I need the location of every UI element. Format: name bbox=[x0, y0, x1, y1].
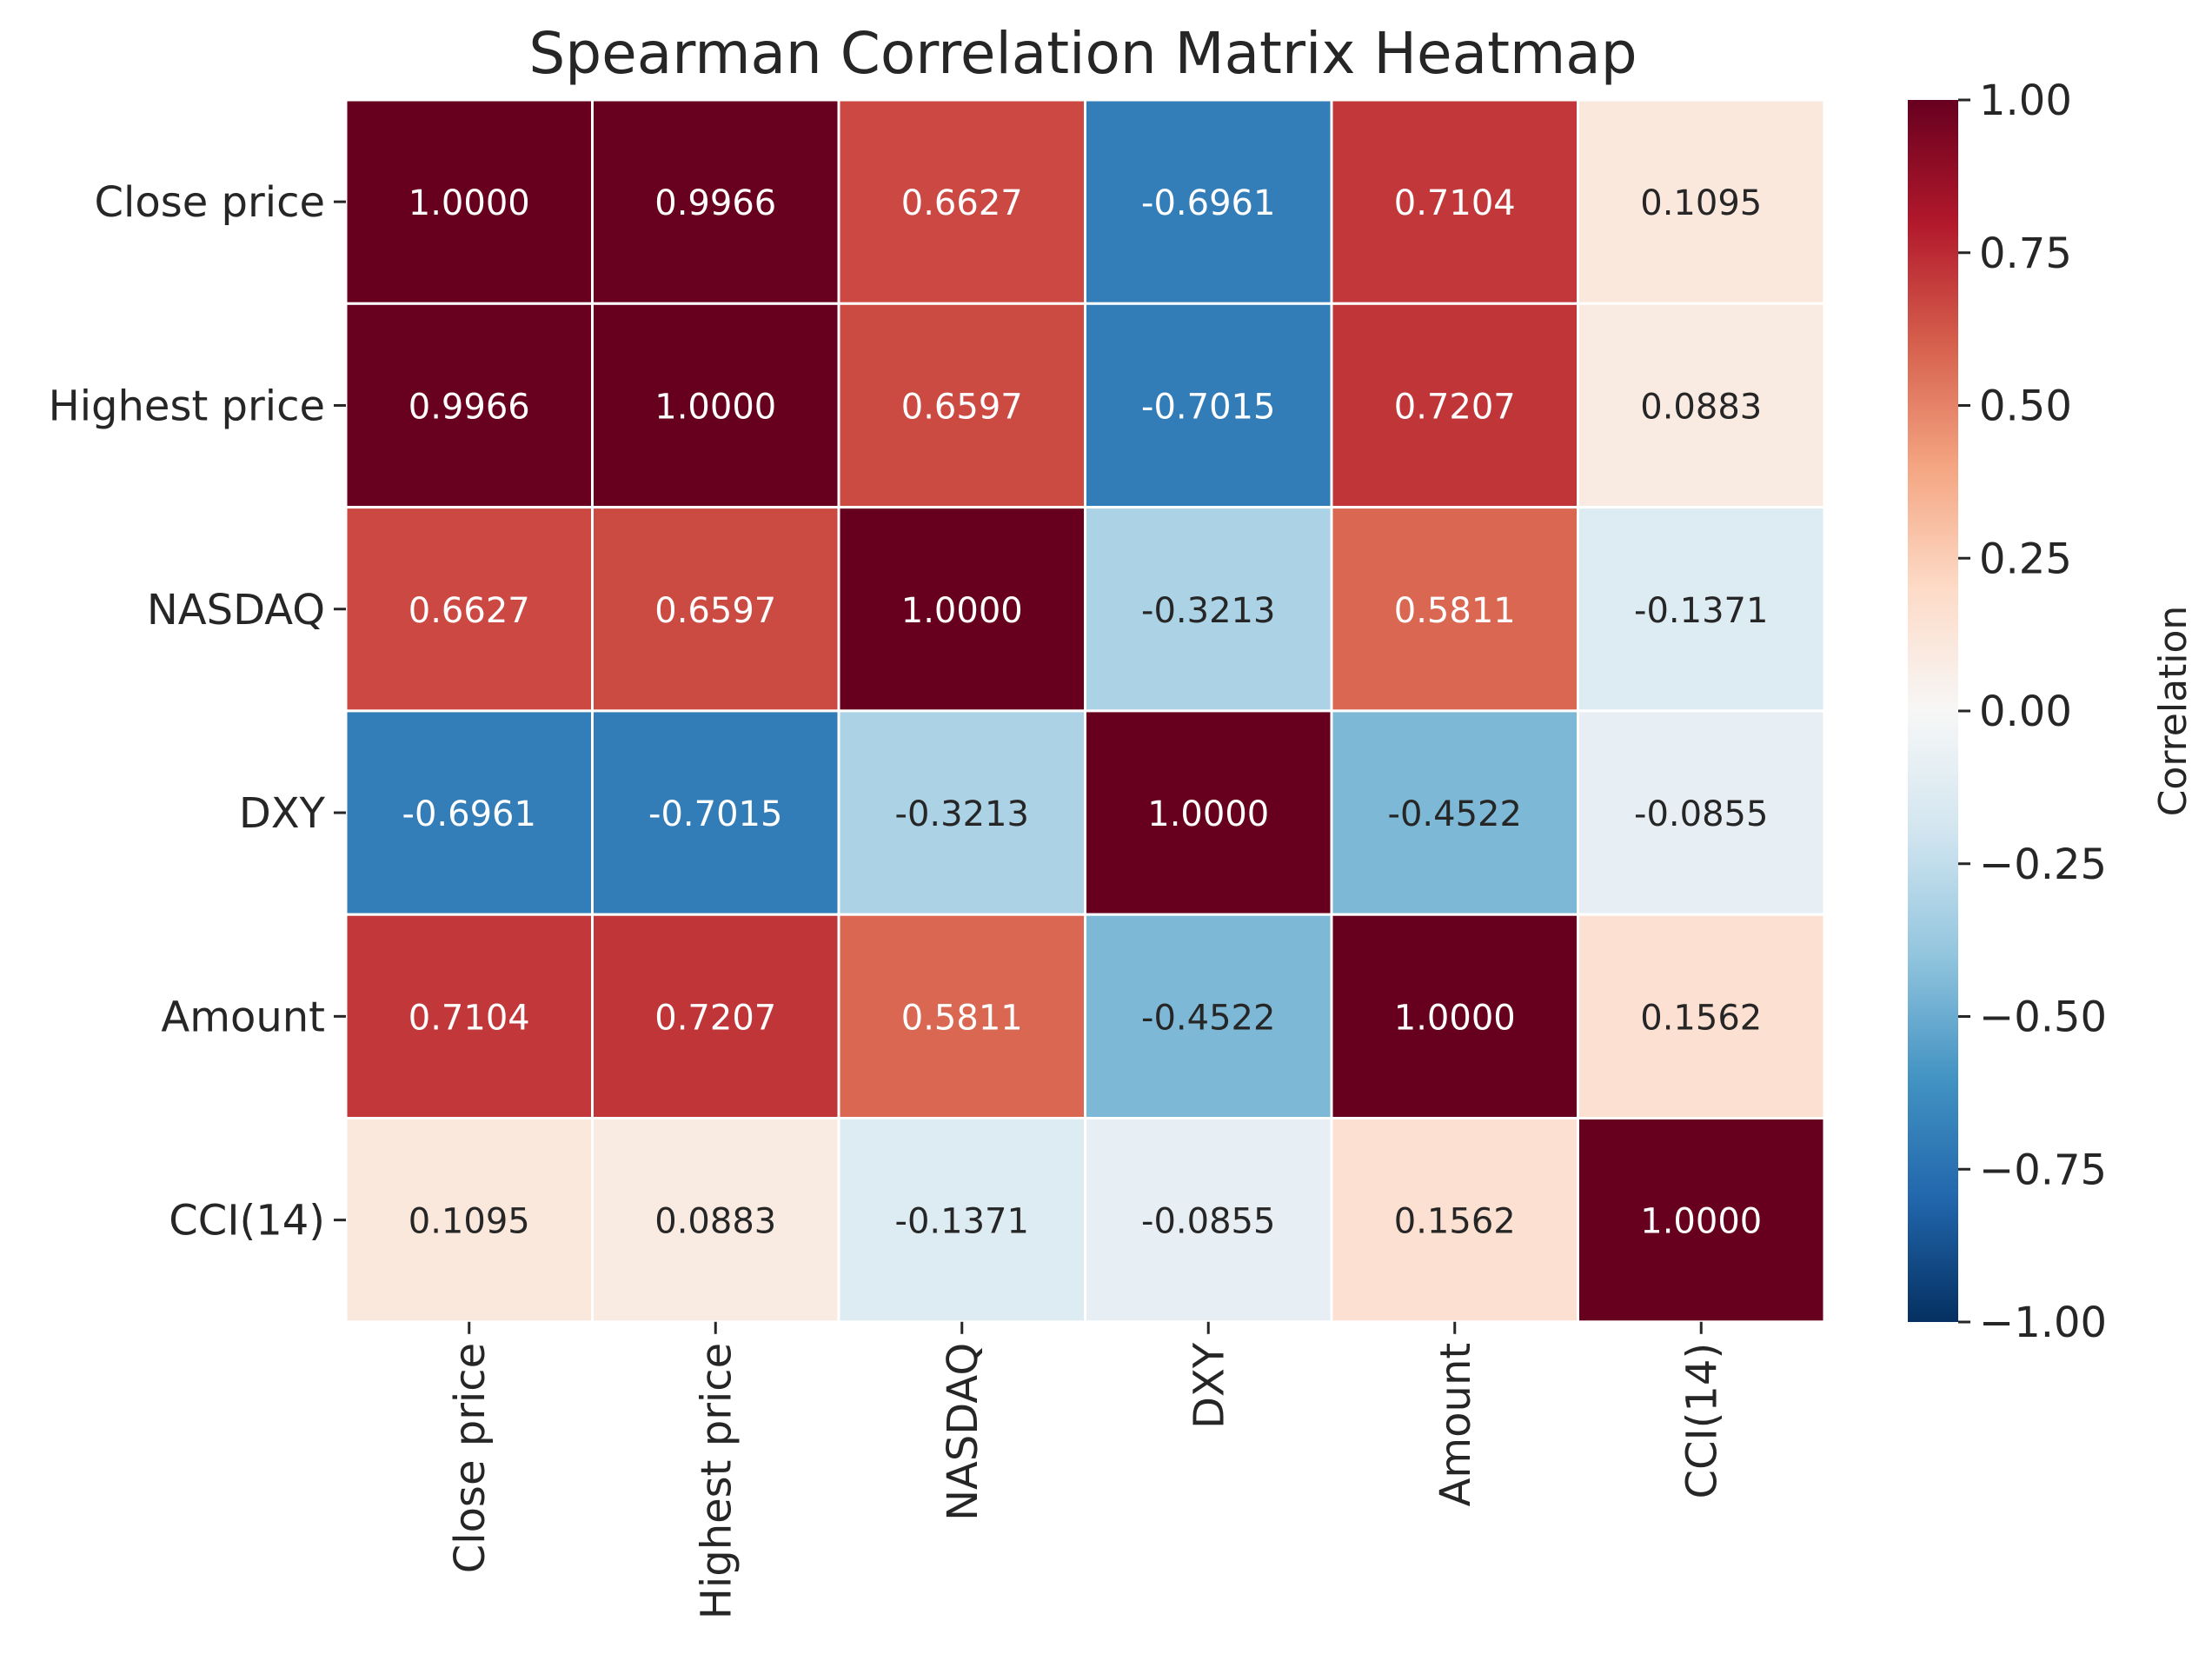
heatmap-cell bbox=[1577, 913, 1826, 1119]
heatmap-cell bbox=[591, 709, 840, 916]
cell-value-label: -0.0855 bbox=[1141, 1202, 1275, 1242]
chart-title: Spearman Correlation Matrix Heatmap bbox=[528, 20, 1637, 87]
colorbar-tick-label: −1.00 bbox=[1979, 1299, 2107, 1347]
cell-value-label: 0.9966 bbox=[654, 183, 776, 223]
heatmap-cell bbox=[837, 913, 1086, 1119]
heatmap-cell bbox=[1084, 302, 1333, 509]
cell-value-label: 1.0000 bbox=[1147, 794, 1269, 834]
colorbar-tick-label: 1.00 bbox=[1979, 76, 2072, 125]
cell-value-label: 1.0000 bbox=[901, 591, 1023, 631]
cell-value-label: 1.0000 bbox=[1394, 998, 1516, 1038]
x-tick-label: Amount bbox=[1431, 1343, 1480, 1507]
cell-value-label: 0.1562 bbox=[1394, 1202, 1516, 1242]
cell-value-label: 1.0000 bbox=[1640, 1202, 1762, 1242]
cell-value-label: 1.0000 bbox=[654, 387, 776, 427]
heatmap-cell bbox=[1330, 709, 1579, 916]
x-tick-label: NASDAQ bbox=[939, 1343, 987, 1521]
heatmap-cell bbox=[1577, 302, 1826, 509]
heatmap-cell bbox=[1577, 1117, 1826, 1324]
cell-value-label: -0.3213 bbox=[895, 794, 1029, 834]
cell-value-label: 0.5811 bbox=[901, 998, 1023, 1038]
cell-value-label: -0.6961 bbox=[402, 794, 536, 834]
cell-value-label: 0.7104 bbox=[1394, 183, 1516, 223]
cell-value-label: 0.7104 bbox=[409, 998, 530, 1038]
x-axis: Close price Highest price NASDAQ DXY Amount C… bbox=[446, 1321, 1726, 1619]
heatmap-cell bbox=[591, 506, 840, 713]
y-tick-label: Amount bbox=[161, 993, 325, 1041]
colorbar-label: Correlation bbox=[2151, 606, 2195, 817]
y-tick-label: Highest price bbox=[49, 382, 325, 430]
x-tick-label: DXY bbox=[1185, 1342, 1233, 1429]
heatmap-cell bbox=[344, 913, 594, 1119]
cell-value-label: -0.1371 bbox=[895, 1202, 1029, 1242]
x-tick-label: Highest price bbox=[692, 1343, 741, 1619]
cell-value-label: -0.0855 bbox=[1634, 794, 1768, 834]
cell-value-label: -0.4522 bbox=[1388, 794, 1522, 834]
heatmap-cell bbox=[1577, 98, 1826, 305]
y-tick-label: DXY bbox=[239, 789, 326, 838]
cell-value-label: 0.1095 bbox=[1640, 183, 1762, 223]
y-axis: Close price Highest price NASDAQ DXY Amount C… bbox=[49, 178, 346, 1246]
heatmap-cell bbox=[1577, 709, 1826, 916]
cell-value-labels: 1.0000 0.9966 0.6627 -0.6961 0.7104 0.1095 0.9… bbox=[402, 183, 1769, 1242]
colorbar-tick-label: 0.50 bbox=[1979, 382, 2072, 431]
cell-value-label: 0.1562 bbox=[1640, 998, 1762, 1038]
cell-value-label: 0.6627 bbox=[409, 591, 530, 631]
heatmap-cell bbox=[591, 302, 840, 509]
heatmap-cell bbox=[1084, 709, 1333, 916]
cell-value-label: 0.0883 bbox=[654, 1202, 776, 1242]
cell-value-label: -0.6961 bbox=[1141, 183, 1275, 223]
y-tick-label: CCI(14) bbox=[169, 1197, 325, 1246]
colorbar-ticks: 1.00 0.75 0.50 0.25 0.00 −0.25 −0.50 −0.75 −1.00 bbox=[1958, 76, 2107, 1347]
cell-value-label: 0.6627 bbox=[901, 183, 1023, 223]
cell-value-label: 0.6597 bbox=[654, 591, 776, 631]
cell-value-label: 0.9966 bbox=[409, 387, 530, 427]
heatmap-cell bbox=[1330, 506, 1579, 713]
heatmap-cell bbox=[344, 709, 594, 916]
heatmap-cell bbox=[344, 506, 594, 713]
colorbar-tick-label: −0.25 bbox=[1979, 840, 2107, 889]
heatmap-cell bbox=[1084, 98, 1333, 305]
cell-value-label: 0.6597 bbox=[901, 387, 1023, 427]
colorbar-tick-label: −0.50 bbox=[1979, 993, 2107, 1042]
cell-value-label: -0.3213 bbox=[1141, 591, 1275, 631]
heatmap-cell bbox=[1084, 913, 1333, 1119]
heatmap-cell bbox=[1330, 913, 1579, 1119]
colorbar-tick-label: −0.75 bbox=[1979, 1146, 2107, 1194]
heatmap-cells bbox=[344, 98, 1826, 1324]
cell-value-label: 0.7207 bbox=[654, 998, 776, 1038]
y-tick-label: NASDAQ bbox=[147, 586, 325, 634]
heatmap-cell bbox=[1330, 98, 1579, 305]
heatmap-cell bbox=[1330, 1117, 1579, 1324]
heatmap-cell bbox=[1577, 506, 1826, 713]
heatmap-cell bbox=[344, 1117, 594, 1324]
y-tick-label: Close price bbox=[95, 178, 325, 227]
cell-value-label: -0.4522 bbox=[1141, 998, 1275, 1038]
cell-value-label: 0.0883 bbox=[1640, 387, 1762, 427]
colorbar-tick-label: 0.00 bbox=[1979, 688, 2072, 736]
colorbar-tick-label: 0.75 bbox=[1979, 229, 2072, 278]
cell-value-label: -0.1371 bbox=[1634, 591, 1768, 631]
colorbar-gradient bbox=[1908, 100, 1958, 1322]
colorbar: 1.00 0.75 0.50 0.25 0.00 −0.25 −0.50 −0.75 −1.00… bbox=[1908, 76, 2195, 1347]
heatmap-cell bbox=[837, 98, 1086, 305]
cell-value-label: 0.1095 bbox=[409, 1202, 530, 1242]
heatmap-cell bbox=[344, 98, 594, 305]
cell-value-label: -0.7015 bbox=[1141, 387, 1275, 427]
heatmap-cell bbox=[837, 709, 1086, 916]
colorbar-tick-label: 0.25 bbox=[1979, 535, 2072, 583]
cell-value-label: 0.5811 bbox=[1394, 591, 1516, 631]
x-tick-label: CCI(14) bbox=[1677, 1343, 1726, 1499]
cell-value-label: 1.0000 bbox=[409, 183, 530, 223]
cell-value-label: 0.7207 bbox=[1394, 387, 1516, 427]
x-tick-label: Close price bbox=[446, 1343, 495, 1573]
cell-value-label: -0.7015 bbox=[648, 794, 782, 834]
heatmap-cell bbox=[1084, 506, 1333, 713]
heatmap-cell bbox=[591, 98, 840, 305]
